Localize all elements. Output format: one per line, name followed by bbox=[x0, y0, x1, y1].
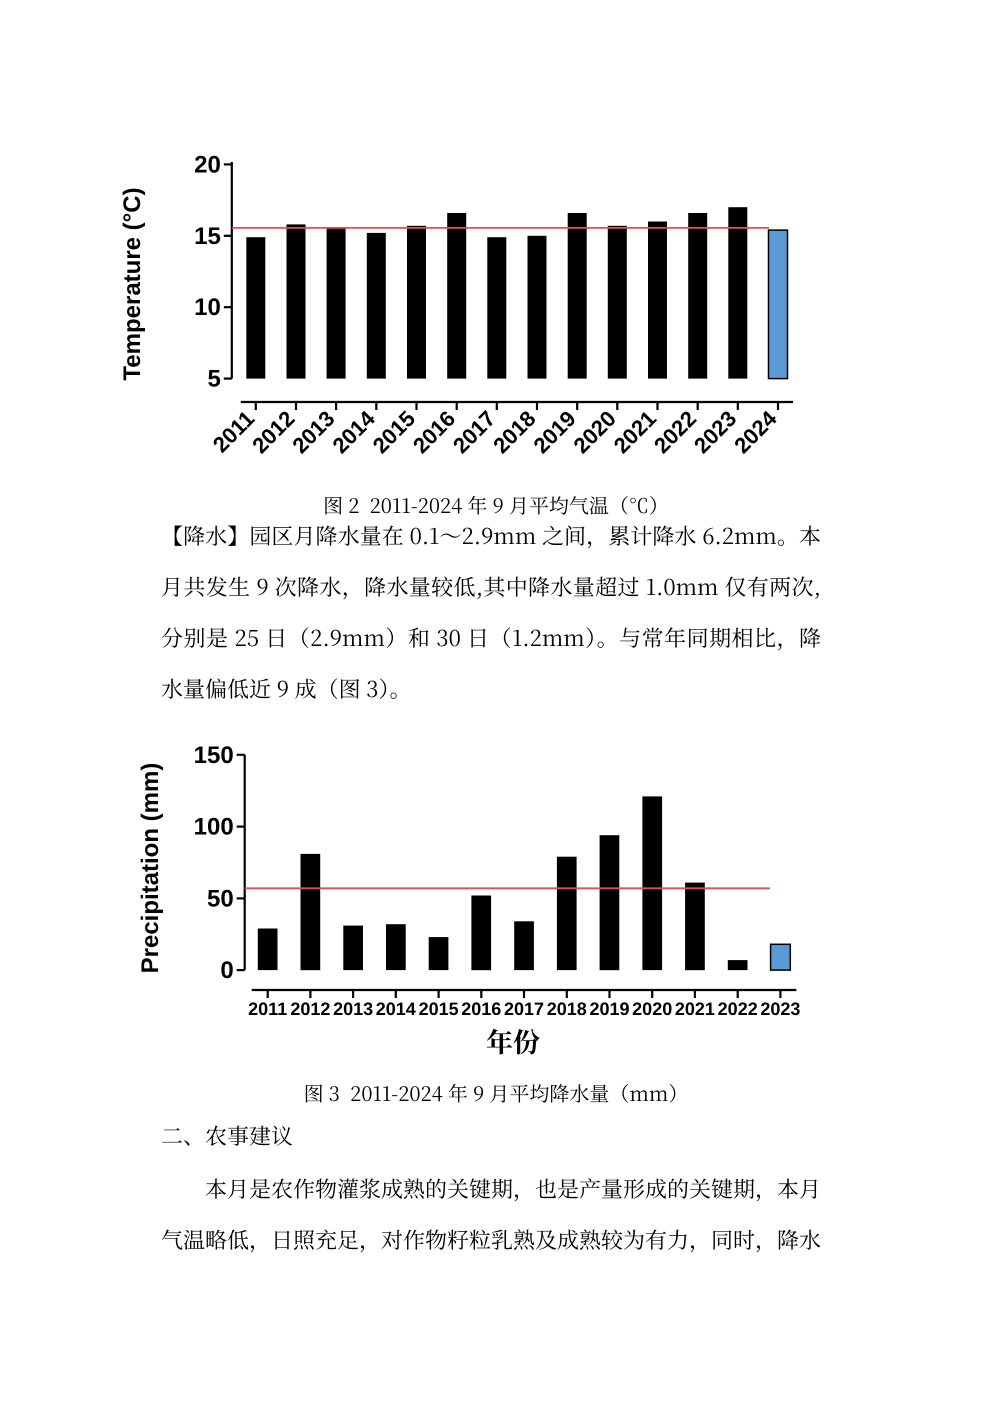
svg-text:2023: 2023 bbox=[760, 999, 800, 1019]
svg-text:150: 150 bbox=[194, 742, 234, 769]
svg-text:2020: 2020 bbox=[632, 999, 672, 1019]
svg-text:2022: 2022 bbox=[718, 999, 758, 1019]
svg-text:100: 100 bbox=[194, 814, 234, 841]
svg-text:年份: 年份 bbox=[486, 1021, 540, 1060]
svg-text:0: 0 bbox=[220, 957, 233, 984]
svg-text:2016: 2016 bbox=[461, 999, 501, 1019]
svg-text:2021: 2021 bbox=[675, 999, 715, 1019]
svg-text:2012: 2012 bbox=[290, 999, 330, 1019]
svg-text:50: 50 bbox=[207, 885, 234, 912]
svg-text:2013: 2013 bbox=[333, 999, 373, 1019]
svg-text:2011: 2011 bbox=[248, 999, 287, 1019]
svg-text:Precipitation (mm): Precipitation (mm) bbox=[137, 763, 164, 974]
svg-text:2019: 2019 bbox=[589, 999, 629, 1019]
svg-text:2015: 2015 bbox=[419, 999, 459, 1019]
svg-text:2017: 2017 bbox=[504, 999, 544, 1019]
svg-text:2014: 2014 bbox=[376, 999, 416, 1019]
svg-text:2018: 2018 bbox=[547, 999, 587, 1019]
